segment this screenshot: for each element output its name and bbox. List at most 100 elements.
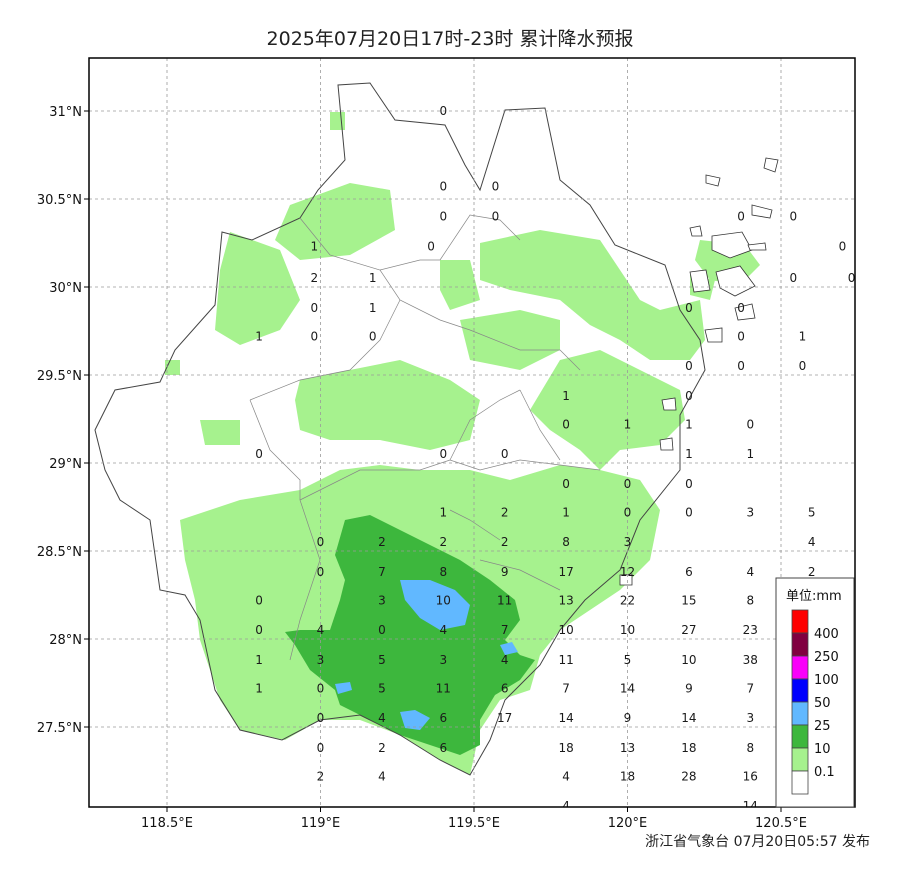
station-value: 13 (620, 741, 635, 755)
legend-label-3: 50 (814, 696, 831, 711)
station-value: 16 (743, 769, 758, 783)
station-value: 0 (685, 505, 693, 519)
station-value: 20 (865, 711, 880, 725)
tick-label-lat-4: 29°N (49, 457, 82, 472)
islands (619, 157, 779, 586)
province-outline (94, 82, 706, 776)
legend-label-0: 400 (814, 627, 839, 642)
station-value: 4 (746, 565, 754, 579)
graticule (89, 58, 855, 807)
station-value: 10 (436, 593, 451, 607)
station-value: 22 (620, 593, 635, 607)
station-value: 17 (497, 711, 512, 725)
legend-swatch-3 (791, 678, 809, 703)
station-value: 4 (317, 623, 325, 637)
station-value: 0 (255, 623, 263, 637)
rain-band-10 (285, 515, 535, 755)
legend-swatch-1 (791, 632, 809, 657)
station-value: 11 (558, 653, 573, 667)
station-value: 7 (501, 623, 509, 637)
station-value: 1 (869, 389, 877, 403)
legend-swatch-6 (791, 747, 809, 772)
tick-label-lat-2: 30°N (49, 281, 82, 296)
issue-info: 浙江省气象台 07月20日05:57 发布 (645, 834, 870, 850)
legend-label-2: 100 (814, 673, 839, 688)
station-value: 5 (808, 505, 816, 519)
station-value: 13 (558, 593, 573, 607)
station-value: 0 (311, 329, 319, 343)
legend-label-1: 250 (814, 650, 839, 665)
station-value: 4 (378, 769, 386, 783)
station-value: 11 (436, 681, 451, 695)
station-value: 4 (808, 535, 816, 549)
station-value: 14 (620, 681, 635, 695)
station-value: 9 (624, 711, 632, 725)
station-value: 8 (746, 593, 754, 607)
station-value: 9 (685, 681, 693, 695)
station-value: 4 (562, 769, 570, 783)
station-value: 4 (562, 799, 570, 813)
legend-swatch-2 (791, 655, 809, 680)
station-value: 0 (255, 593, 263, 607)
station-value: 4 (501, 653, 509, 667)
station-value: 2 (501, 505, 509, 519)
station-value: 3 (746, 711, 754, 725)
station-value: 0 (439, 180, 447, 194)
station-value: 0 (317, 711, 325, 725)
map-frame (88, 57, 856, 808)
station-value: 0 (685, 301, 693, 315)
station-value: 0 (737, 301, 745, 315)
station-value: 5 (378, 681, 386, 695)
station-value: 10 (620, 623, 635, 637)
station-value: 0 (562, 417, 570, 431)
station-value: 3 (869, 535, 877, 549)
station-value: 18 (681, 741, 696, 755)
station-value: 9 (501, 565, 509, 579)
station-value: 14 (681, 711, 696, 725)
station-value: 0 (624, 505, 632, 519)
station-value: 0 (789, 271, 797, 285)
station-value: 0 (737, 329, 745, 343)
station-value: 1 (685, 447, 693, 461)
station-value: 8 (562, 535, 570, 549)
station-value: 6 (685, 565, 693, 579)
station-value: 10 (558, 623, 573, 637)
tick-label-lat-6: 28°N (49, 633, 82, 648)
station-value: 3 (624, 535, 632, 549)
station-value: 0 (685, 389, 693, 403)
station-value: 2 (378, 535, 386, 549)
station-value: 5 (624, 653, 632, 667)
tick-label-lon-0: 118.5°E (141, 816, 193, 831)
station-value: 0 (439, 104, 447, 118)
station-value: 0 (492, 180, 500, 194)
tick-label-lat-5: 28.5°N (37, 545, 82, 560)
station-value: 1 (311, 240, 319, 254)
station-value: 3 (317, 653, 325, 667)
station-value: 1 (624, 417, 632, 431)
station-value: 1 (562, 505, 570, 519)
station-value: 0 (799, 359, 807, 373)
legend-label-4: 25 (814, 719, 831, 734)
tick-label-lat-7: 27.5°N (37, 721, 82, 736)
station-value: 2 (311, 271, 319, 285)
station-value: 1 (369, 301, 377, 315)
station-value: 3 (746, 505, 754, 519)
station-value: 0 (848, 271, 856, 285)
station-value: 2 (378, 741, 386, 755)
tick-label-lat-3: 29.5°N (37, 369, 82, 384)
map-title: 2025年07月20日17时-23时 累计降水预报 (266, 28, 634, 50)
station-value: 0 (746, 417, 754, 431)
station-value: 17 (558, 565, 573, 579)
station-value: 1 (685, 417, 693, 431)
legend-box (775, 577, 855, 808)
station-value: 0 (737, 359, 745, 373)
station-value: 28 (681, 769, 696, 783)
station-value: 4 (378, 711, 386, 725)
station-value: 0 (789, 210, 797, 224)
station-value: 0 (317, 741, 325, 755)
tick-label-lon-1: 119°E (301, 816, 341, 831)
station-value: 7 (378, 565, 386, 579)
station-value: 14 (743, 799, 758, 813)
station-value: 12 (620, 565, 635, 579)
station-value: 1 (255, 329, 263, 343)
